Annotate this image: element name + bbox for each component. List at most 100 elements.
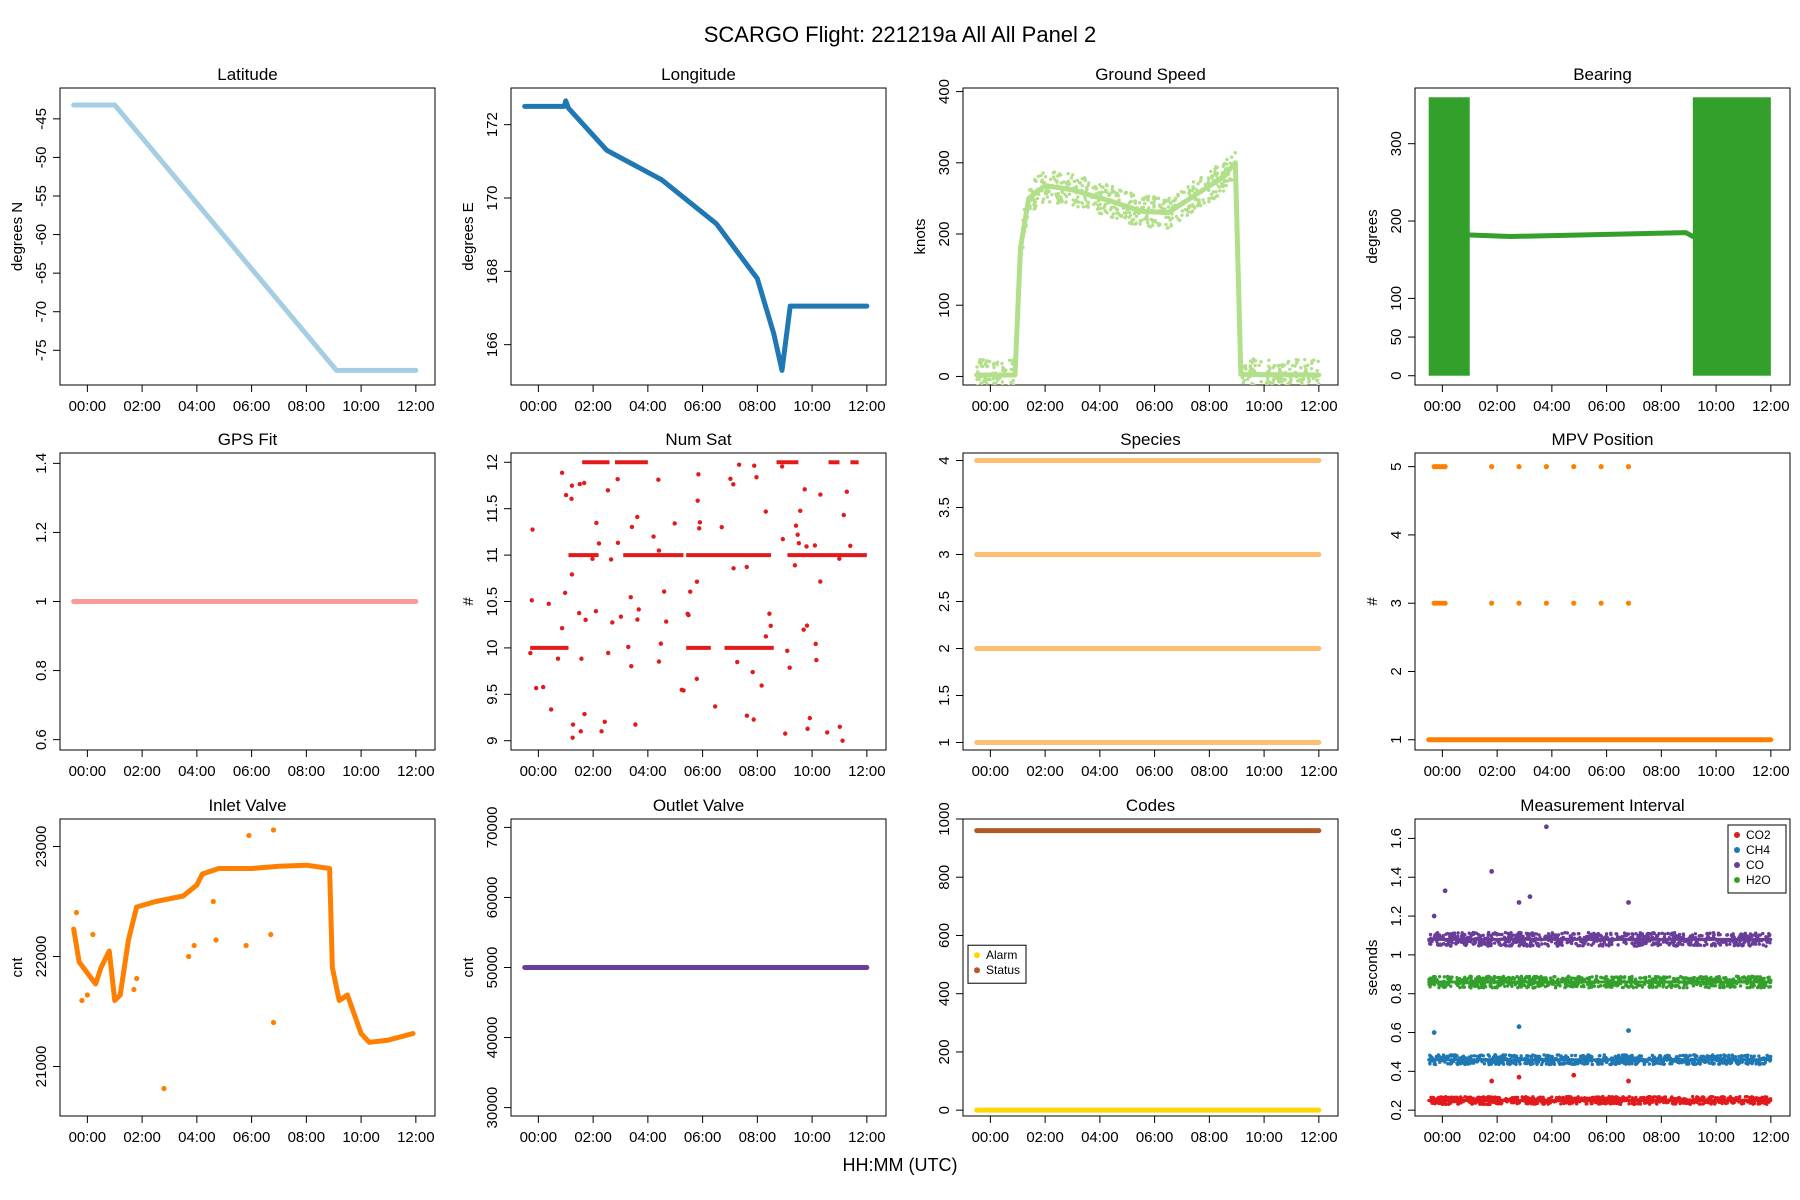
x-tick-label: 06:00 (1588, 763, 1626, 780)
x-tick-label: 04:00 (1081, 763, 1119, 780)
data-point (1661, 975, 1665, 979)
data-point (1481, 986, 1486, 990)
data-point (1724, 976, 1728, 980)
data-point (697, 520, 703, 525)
data-point (1589, 1100, 1593, 1104)
data-point (805, 726, 810, 732)
data-point (1533, 1054, 1537, 1058)
data-point (1282, 386, 1285, 389)
panel-title: Latitude (217, 65, 278, 84)
data-point (1103, 188, 1108, 192)
data-point (1633, 977, 1638, 981)
data-point (1586, 982, 1590, 987)
data-point (802, 487, 807, 492)
y-tick-label: 3 (936, 550, 953, 558)
data-point (1669, 985, 1674, 990)
data-point (1029, 188, 1033, 192)
data-point (1630, 975, 1634, 979)
figure-title: SCARGO Flight: 221219a All All Panel 2 (703, 22, 1097, 47)
data-point (1577, 976, 1581, 980)
data-point (1473, 936, 1477, 941)
data-point (1288, 367, 1292, 371)
data-point (1681, 986, 1686, 990)
data-point (1011, 378, 1015, 383)
data-point (1194, 188, 1199, 192)
data-point (1428, 1058, 1433, 1062)
data-point (1677, 1057, 1681, 1061)
data-point (1594, 974, 1599, 979)
x-tick-label: 02:00 (123, 1129, 161, 1146)
data-point (1640, 984, 1644, 988)
data-point (1566, 979, 1570, 983)
data-point (1311, 387, 1314, 390)
data-point (1112, 190, 1117, 194)
data-point (1707, 1061, 1712, 1065)
legend-marker (1734, 877, 1740, 883)
data-point (1750, 981, 1754, 985)
data-point (1234, 202, 1238, 207)
x-tick-label: 02:00 (123, 398, 161, 415)
data-point (1514, 933, 1519, 937)
data-point (1427, 981, 1432, 986)
data-point (1047, 200, 1052, 204)
x-tick-label: 06:00 (684, 1129, 722, 1146)
data-point (1427, 938, 1431, 943)
data-point (1519, 1056, 1523, 1061)
outlier-point (1516, 1024, 1522, 1030)
data-point (1206, 180, 1210, 185)
data-point (1255, 386, 1258, 389)
data-point (583, 617, 588, 623)
data-point (1087, 192, 1091, 197)
data-point (1526, 1102, 1530, 1106)
data-point (736, 462, 742, 467)
data-point (1630, 1053, 1634, 1058)
data-point (1718, 985, 1722, 990)
data-point (728, 476, 733, 482)
data-point (1699, 975, 1703, 979)
data-point (1019, 252, 1023, 257)
data-point (1515, 980, 1519, 985)
data-point (1240, 375, 1245, 380)
data-point (1614, 1095, 1619, 1099)
data-point (1512, 981, 1516, 985)
data-point (1692, 978, 1696, 982)
data-point (1492, 974, 1497, 979)
data-point (1503, 976, 1507, 981)
data-point (1543, 600, 1549, 606)
data-point (1315, 368, 1319, 373)
data-point (1459, 934, 1464, 938)
data-point (1647, 974, 1652, 979)
data-point (981, 358, 985, 362)
data-point (1507, 1053, 1512, 1057)
data-point (246, 832, 252, 839)
data-point (1627, 977, 1632, 981)
data-point (1562, 1101, 1566, 1106)
data-point (1434, 1054, 1439, 1059)
panel-title: Bearing (1573, 65, 1632, 84)
data-point (1570, 1053, 1574, 1058)
data-point (1546, 932, 1551, 936)
data-point (1638, 976, 1642, 980)
data-point (1683, 939, 1687, 944)
data-point (1199, 178, 1203, 183)
data-point (1543, 464, 1549, 470)
y-axis-label: cnt (460, 957, 477, 978)
data-point (1260, 388, 1263, 391)
x-tick-label: 08:00 (739, 398, 777, 415)
data-point (1541, 978, 1545, 982)
data-point (1765, 1053, 1769, 1058)
data-point (1070, 173, 1075, 177)
y-tick-label: 21000 (33, 1046, 50, 1088)
data-point (1571, 931, 1576, 936)
x-tick-label: 02:00 (1026, 1129, 1064, 1146)
data-point (1706, 935, 1710, 939)
data-point (1640, 934, 1645, 938)
data-point (1732, 981, 1736, 985)
data-point (1566, 1060, 1571, 1064)
data-point (1502, 935, 1507, 940)
data-point (1181, 199, 1185, 204)
data-point (1566, 974, 1571, 979)
data-point (1085, 200, 1089, 204)
data-point (1186, 206, 1191, 210)
